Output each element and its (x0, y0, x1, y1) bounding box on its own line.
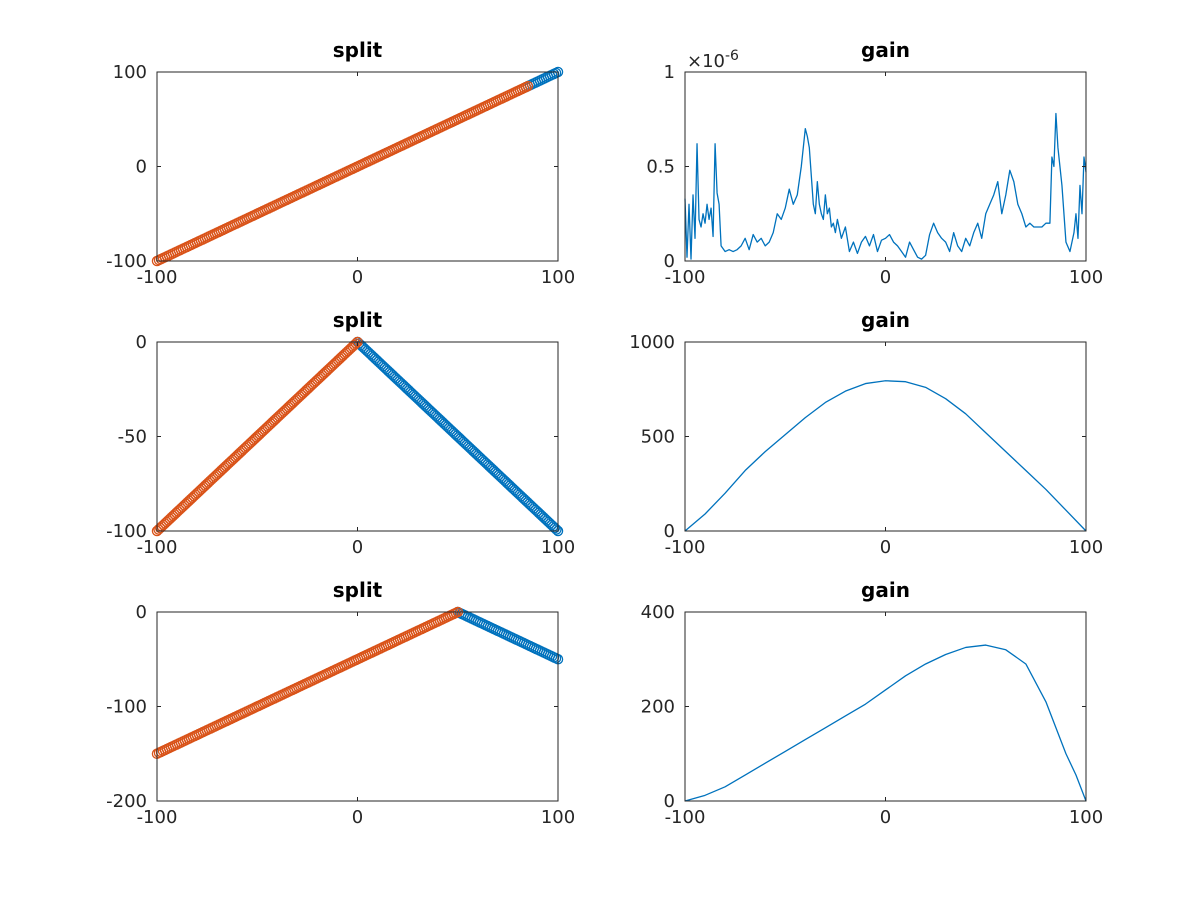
subplot-2-y-exponent-label: ×10-6 (687, 48, 739, 72)
subplot-4-xtick-label: -100 (665, 537, 706, 558)
subplot-3-ytick-label: 0 (136, 332, 147, 353)
subplot-3-ytick-label: -100 (106, 521, 147, 542)
subplot-2-data (684, 112, 1087, 260)
subplot-3-series-2-marker (349, 339, 360, 351)
subplot-4-title: gain (861, 308, 910, 332)
subplot-6-xtick-label: 0 (880, 807, 891, 828)
subplot-4-ytick-label: 1000 (629, 332, 675, 353)
subplot-3-series-1-marker (549, 522, 561, 534)
subplot-4-data (684, 380, 1087, 532)
subplot-3-xtick-label: 100 (541, 537, 575, 558)
subplot-2-series-1-line (684, 112, 1087, 260)
subplot-5-xtick-label: 0 (352, 807, 363, 828)
subplot-2-ytick-label: 0.5 (646, 157, 675, 178)
subplot-1-xtick-label: 100 (541, 267, 575, 288)
subplot-2-xtick-label: -100 (665, 267, 706, 288)
subplot-2-y-exponent-base: ×10 (687, 51, 725, 72)
subplot-3-data (151, 336, 564, 537)
subplot-5-ytick-label: 0 (136, 602, 147, 623)
subplot-2-ytick-label: 0 (664, 251, 675, 272)
subplot-1-series-2-marker (522, 80, 534, 92)
subplot-4-xtick-label: 100 (1069, 537, 1103, 558)
subplot-5-xtick-label: -100 (137, 807, 178, 828)
subplot-5-ytick-label: -200 (106, 791, 147, 812)
subplot-3-ytick-label: -50 (118, 427, 147, 448)
subplot-1-xtick-label: -100 (137, 267, 178, 288)
subplot-6-title: gain (861, 578, 910, 602)
subplot-6-series-1-line (684, 644, 1087, 802)
subplot-3-title: split (333, 308, 383, 332)
subplot-1-xtick-label: 0 (352, 267, 363, 288)
subplot-6-ytick-label: 200 (641, 697, 675, 718)
subplot-4-xtick-label: 0 (880, 537, 891, 558)
subplot-5-ytick-label: -100 (106, 697, 147, 718)
subplot-1-ytick-label: -100 (106, 251, 147, 272)
subplot-1: -100 0 100 -100 0 100 split (106, 38, 575, 288)
subplot-4-ytick-label: 0 (664, 521, 675, 542)
subplot-2-y-exponent-power: -6 (725, 48, 739, 64)
subplot-5-title: split (333, 578, 383, 602)
subplot-6-xtick-label: 100 (1069, 807, 1103, 828)
subplot-1-data (151, 66, 564, 267)
subplot-2-xtick-label: 100 (1069, 267, 1103, 288)
subplot-3: -100 0 100 -100 -50 0 split (106, 308, 575, 558)
subplot-3-series-2-marker (350, 338, 362, 349)
subplot-2-xtick-label: 0 (880, 267, 891, 288)
subplot-5-xtick-label: 100 (541, 807, 575, 828)
subplot-6-data (684, 644, 1087, 802)
subplot-2-title: gain (861, 38, 910, 62)
subplot-2-ytick-label: 1 (664, 62, 675, 83)
subplot-6-ytick-label: 0 (664, 791, 675, 812)
subplot-6-ytick-label: 400 (641, 602, 675, 623)
subplot-6-xtick-label: -100 (665, 807, 706, 828)
subplot-3-xtick-label: -100 (137, 537, 178, 558)
subplot-3-series-1-marker (551, 524, 562, 535)
subplot-4-ytick-label: 500 (641, 427, 675, 448)
subplot-1-title: split (333, 38, 383, 62)
subplot-4-series-1-line (684, 380, 1087, 532)
subplot-1-ytick-label: 100 (113, 62, 147, 83)
subplot-1-ytick-label: 0 (136, 157, 147, 178)
subplot-3-xtick-label: 0 (352, 537, 363, 558)
